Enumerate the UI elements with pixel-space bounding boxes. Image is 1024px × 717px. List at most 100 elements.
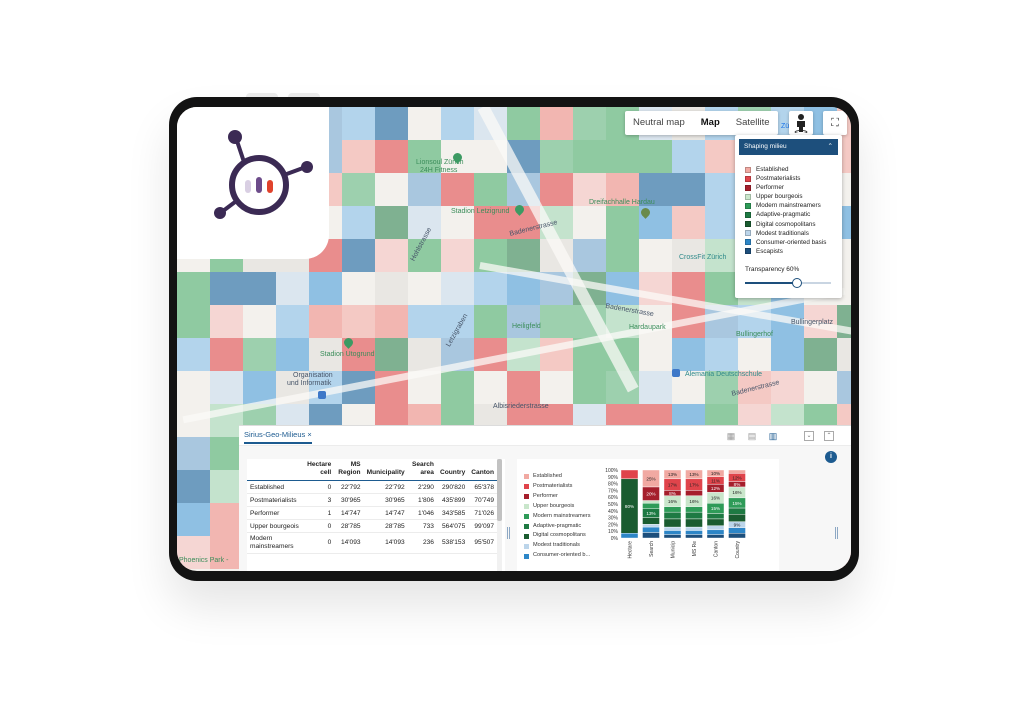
grid-cell — [573, 239, 606, 272]
map-area[interactable]: Lionsoul Zürich 24H Fitness Stadion Letz… — [177, 107, 851, 571]
brand-logo-icon — [214, 130, 313, 219]
grid-cell — [474, 272, 507, 305]
table-scrollbar[interactable] — [497, 459, 502, 571]
grid-cell — [342, 107, 375, 140]
grid-cell — [375, 305, 408, 338]
grid-cell — [705, 338, 738, 371]
map-label-informatik: und Informatik — [287, 380, 332, 387]
table-row[interactable]: Postmaterialists 3 30'965 30'965 1'806 435'89… — [247, 493, 497, 507]
y-tick-label: 40% — [608, 509, 619, 515]
grid-cell — [540, 140, 573, 173]
fullscreen-icon[interactable]: ⛶ — [823, 111, 847, 135]
grid-cell — [606, 140, 639, 173]
chart-container: Established Postmaterialists Performer Uppe… — [517, 459, 779, 571]
bar-segment — [642, 526, 660, 533]
chart-legend: Established Postmaterialists Performer Uppe… — [524, 472, 591, 561]
grid-cell — [639, 239, 672, 272]
data-label: 9% — [734, 523, 741, 528]
bar-segment — [706, 513, 725, 520]
table-header[interactable]: Canton — [468, 459, 497, 481]
grid-cell — [639, 140, 672, 173]
table-cell: 14'093 — [363, 532, 408, 554]
grid-cell — [375, 173, 408, 206]
y-tick-label: 20% — [608, 522, 619, 528]
table-cell: 99'097 — [468, 519, 497, 533]
map-type-map[interactable]: Map — [700, 117, 720, 128]
table-header[interactable]: Search area — [407, 459, 437, 481]
milieu-table-container: Hectare cell MS Region Municipality Sear… — [247, 459, 505, 571]
scrollbar-thumb[interactable] — [497, 459, 502, 521]
grid-cell — [771, 371, 804, 404]
chevron-down-icon[interactable]: ⌄ — [804, 431, 814, 441]
map-type-satellite[interactable]: Satellite — [735, 117, 770, 128]
bar-segment — [642, 532, 660, 539]
grid-cell — [342, 305, 375, 338]
bar-segment — [728, 514, 746, 522]
table-cell: 1 — [303, 506, 335, 520]
grid-cell — [705, 206, 738, 239]
map-pin-icon[interactable] — [672, 369, 680, 377]
grid-cell — [177, 272, 210, 305]
y-tick-label: 30% — [608, 516, 619, 522]
table-header[interactable]: MS Region — [334, 459, 364, 481]
legend-item-label: Modern mainstreamers — [756, 202, 821, 210]
slider-thumb[interactable] — [792, 278, 802, 288]
grid-cell — [573, 206, 606, 239]
info-icon[interactable]: i — [825, 451, 837, 463]
table-header[interactable]: Municipality — [363, 459, 408, 481]
chart-legend-label: Adaptive-pragmatic — [533, 522, 582, 529]
grid-cell — [474, 206, 507, 239]
bar-segment — [685, 506, 703, 513]
grid-cell — [408, 305, 441, 338]
grid-cell — [804, 338, 837, 371]
resize-handle[interactable] — [835, 527, 838, 539]
resize-handle[interactable] — [507, 527, 510, 539]
grid-cell — [375, 338, 408, 371]
table-header[interactable]: Country — [436, 459, 469, 481]
grid-cell — [738, 371, 771, 404]
grid-cell — [672, 239, 705, 272]
grid-cell — [837, 371, 851, 404]
chart-legend-item: Consumer-oriented b... — [524, 551, 591, 561]
map-label-stadion-utogrund: Stadion Utogrund — [320, 351, 375, 358]
grid-cell — [540, 305, 573, 338]
legend-header[interactable]: Shaping milieu ⌃ — [739, 139, 838, 155]
table-row[interactable]: Performer 1 14'747 14'747 1'046 343'585 71'026 — [247, 506, 497, 520]
slider-fill — [745, 282, 797, 284]
table-view-icon[interactable]: ▤ — [747, 431, 757, 441]
map-label-lionsoul-sub: 24H Fitness — [420, 167, 458, 174]
table-row[interactable]: Modern mainstreamers 0 14'093 14'093 236 538'… — [247, 532, 497, 554]
chart-legend-item: Modest traditionals — [524, 541, 591, 551]
legend-swatch — [745, 239, 751, 246]
data-label: 80% — [625, 504, 634, 509]
chevron-up-icon[interactable]: ⌃ — [827, 143, 833, 150]
grid-cell — [210, 536, 243, 569]
grid-view-icon[interactable]: ▦ — [726, 431, 736, 441]
grid-cell — [243, 305, 276, 338]
bar-segment — [620, 469, 639, 480]
data-label: 12% — [711, 486, 720, 491]
table-cell: 733 — [407, 519, 437, 533]
legend-item: Performer — [745, 183, 842, 192]
map-type-neutral[interactable]: Neutral map — [633, 117, 685, 128]
grid-cell — [507, 239, 540, 272]
chart-view-icon[interactable]: ▥ — [768, 431, 778, 441]
table-cell: 71'026 — [468, 506, 497, 520]
map-pin-icon[interactable] — [318, 391, 326, 399]
y-tick-label: 50% — [608, 502, 619, 508]
grid-cell — [771, 338, 804, 371]
bar-segment — [706, 525, 725, 531]
table-row[interactable]: Established 0 22'792 22'792 2'290 290'820 65'3… — [247, 480, 497, 494]
chevron-up-icon[interactable]: ⌃ — [824, 431, 834, 441]
street-view-pegman-icon[interactable] — [789, 111, 813, 135]
y-tick-label: 10% — [608, 529, 619, 535]
grid-cell — [606, 239, 639, 272]
table-header[interactable]: Hectare cell — [303, 459, 335, 481]
data-label: 13% — [668, 472, 677, 477]
legend-item-label: Adaptive-pragmatic — [756, 211, 811, 219]
legend-list: Established Postmaterialists Performer Uppe… — [735, 155, 842, 256]
table-row[interactable]: Upper bourgeois 0 28'785 28'785 733 564'075 99… — [247, 519, 497, 533]
transparency-slider[interactable] — [745, 278, 831, 288]
chart-legend-swatch — [524, 543, 529, 549]
tab-sirius-geo-milieus[interactable]: Sirius-Geo-Milieus × — [244, 430, 312, 444]
